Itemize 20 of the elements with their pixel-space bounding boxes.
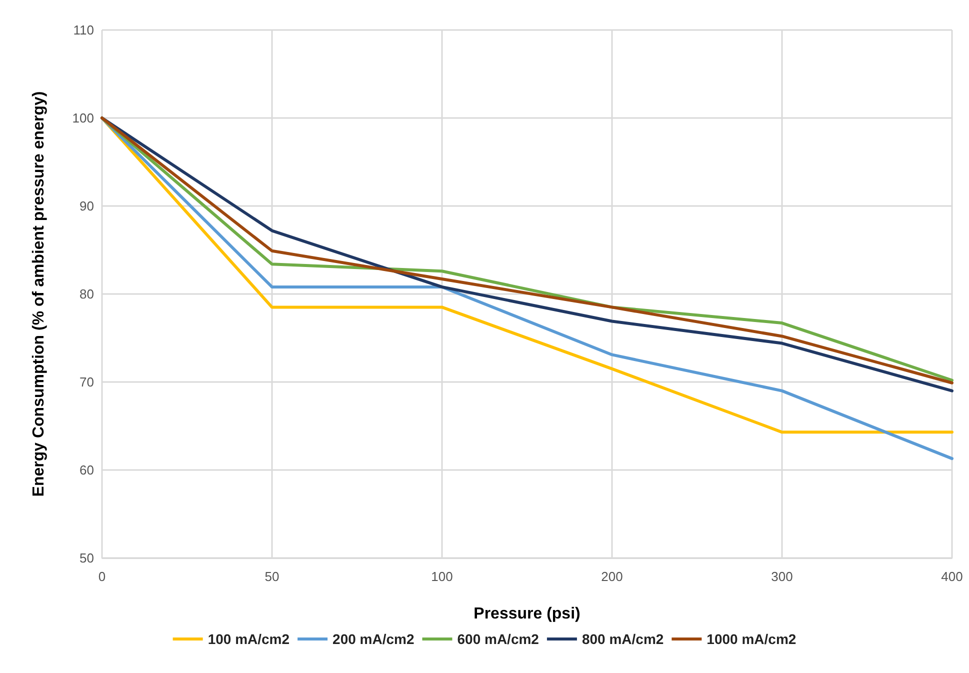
x-tick-label: 400 — [941, 569, 963, 584]
x-tick-label: 50 — [264, 569, 280, 584]
x-tick-label: 300 — [771, 569, 793, 584]
y-tick-label: 90 — [80, 198, 94, 214]
y-tick-label: 110 — [73, 22, 94, 38]
legend-label: 1000 mA/cm2 — [706, 631, 796, 647]
y-axis-title: Energy Consumption (% of ambient pressure energy) — [30, 91, 48, 497]
legend-label: 600 mA/cm2 — [457, 631, 540, 647]
x-tick-label: 0 — [98, 569, 106, 584]
y-tick-label: 50 — [80, 550, 94, 566]
x-axis-title: Pressure (psi) — [474, 606, 580, 622]
x-tick-label: 200 — [601, 569, 623, 584]
y-tick-label: 60 — [80, 462, 94, 478]
y-tick-label: 80 — [80, 286, 94, 302]
y-tick-label: 70 — [80, 374, 94, 390]
legend-label: 200 mA/cm2 — [332, 631, 414, 647]
legend-label: 800 mA/cm2 — [582, 631, 664, 647]
x-tick-label: 100 — [431, 569, 453, 584]
legend-label: 100 mA/cm2 — [208, 631, 290, 647]
y-tick-label: 100 — [72, 110, 94, 126]
